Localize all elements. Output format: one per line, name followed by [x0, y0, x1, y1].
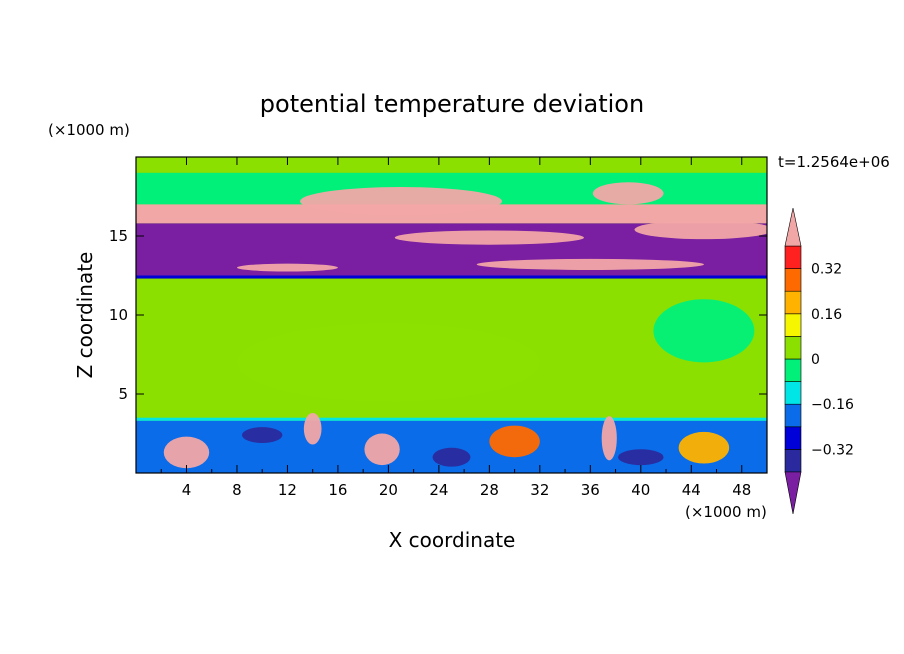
colorbar-segment [784, 336, 802, 360]
field-feature [163, 436, 210, 469]
colorbar-tick-label: 0.32 [811, 262, 842, 278]
field-band [136, 275, 767, 279]
field-feature [236, 322, 540, 402]
field-feature [394, 230, 585, 245]
colorbar-min-arrow [784, 471, 802, 515]
colorbar-max-arrow [784, 207, 802, 247]
colorbar-segment [784, 358, 802, 382]
y-unit-label: (×1000 m) [48, 121, 130, 139]
field-feature [634, 220, 767, 240]
x-tick-label: 40 [631, 481, 650, 499]
colorbar-segment [784, 290, 802, 315]
y-tick-label: 5 [118, 385, 128, 403]
colorbar: 0.32 0.16 0 −0.16 −0.32 [784, 207, 854, 515]
x-tick-label: 44 [682, 481, 701, 499]
y-tick-label: 10 [109, 306, 128, 324]
field-feature [601, 416, 617, 461]
field-band [136, 163, 767, 173]
field-feature [592, 182, 664, 205]
x-unit-label: (×1000 m) [685, 503, 767, 521]
field-feature [303, 412, 322, 445]
y-tick-label: 15 [109, 227, 128, 245]
y-ticks: 5 10 15 [109, 227, 767, 403]
x-tick-label: 48 [732, 481, 751, 499]
field-feature [653, 299, 755, 363]
colorbar-segment [784, 313, 802, 337]
field-feature [236, 263, 338, 272]
y-axis-label: Z coordinate [73, 252, 97, 379]
x-tick-label: 12 [278, 481, 297, 499]
field-feature [618, 449, 664, 466]
field-feature [300, 187, 502, 216]
x-tick-label: 24 [429, 481, 448, 499]
colorbar-tick-label: 0.16 [811, 307, 842, 323]
field-feature [242, 427, 283, 443]
colorbar-tick-label: −0.32 [811, 442, 854, 458]
x-tick-label: 4 [182, 481, 192, 499]
field-feature [476, 258, 704, 270]
colorbar-segment [784, 449, 802, 473]
colorbar-segment [784, 268, 802, 292]
field-feature [489, 425, 540, 458]
field-feature [364, 433, 400, 466]
x-tick-label: 36 [581, 481, 600, 499]
x-tick-label: 8 [232, 481, 242, 499]
x-tick-label: 28 [480, 481, 499, 499]
time-label: t=1.2564e+06 [778, 153, 890, 171]
colorbar-segment [784, 381, 802, 405]
colorbar-tick-label: 0 [811, 352, 820, 368]
field-feature [678, 431, 730, 464]
colorbar-segment [784, 426, 802, 450]
chart-title: potential temperature deviation [260, 90, 644, 118]
x-tick-label: 32 [530, 481, 549, 499]
field-band [136, 204, 767, 224]
plot-field [136, 157, 767, 473]
field-band [136, 417, 767, 421]
colorbar-tick-label: −0.16 [811, 397, 854, 413]
x-tick-label: 16 [328, 481, 347, 499]
x-axis-label: X coordinate [389, 528, 516, 552]
x-ticks: 4 8 12 16 20 24 28 32 36 40 44 48 [160, 157, 751, 499]
field-feature [432, 447, 471, 467]
colorbar-segment [784, 403, 802, 428]
colorbar-segment [784, 245, 802, 269]
x-tick-label: 20 [379, 481, 398, 499]
